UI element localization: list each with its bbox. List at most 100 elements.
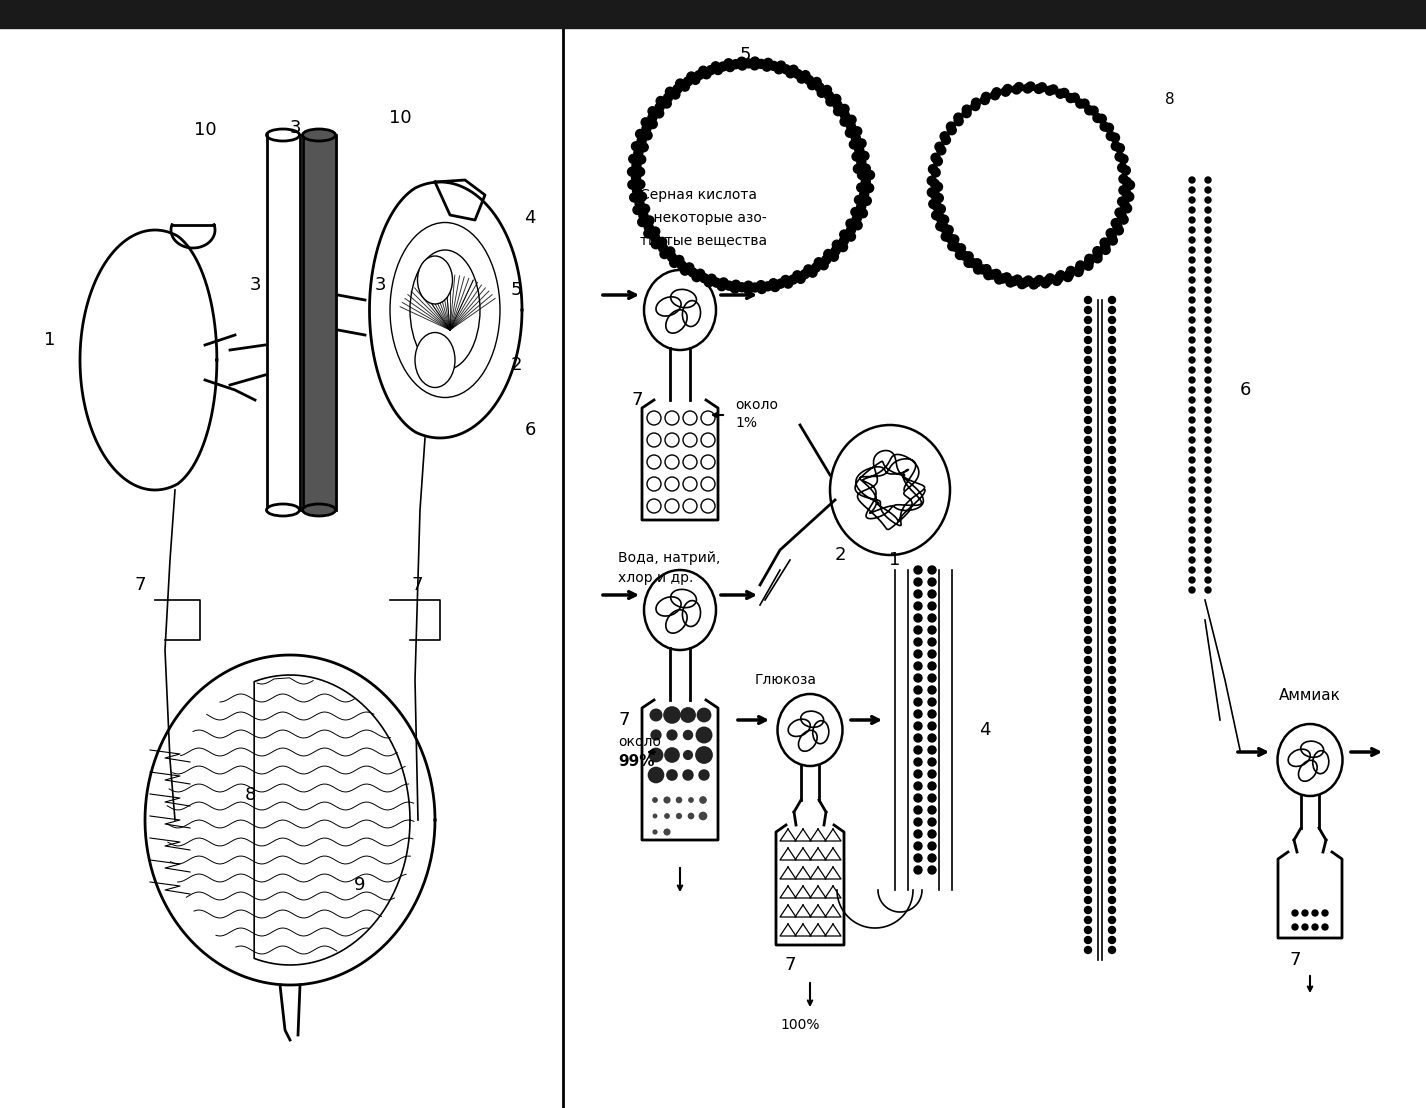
Text: 5: 5 [511, 281, 522, 299]
Circle shape [1085, 667, 1091, 674]
Circle shape [1189, 287, 1195, 293]
Circle shape [1085, 427, 1091, 433]
Text: 5: 5 [739, 47, 750, 64]
Circle shape [630, 193, 639, 202]
Circle shape [940, 215, 948, 224]
Circle shape [1085, 767, 1091, 773]
Circle shape [1108, 447, 1115, 453]
Circle shape [1205, 217, 1211, 223]
Circle shape [1205, 197, 1211, 203]
Circle shape [928, 818, 935, 825]
Circle shape [1085, 566, 1091, 574]
Circle shape [1108, 606, 1115, 614]
Circle shape [964, 258, 973, 267]
Circle shape [861, 164, 870, 173]
Circle shape [1099, 122, 1109, 131]
Circle shape [914, 733, 923, 742]
Circle shape [726, 62, 734, 72]
Circle shape [1055, 90, 1065, 99]
Circle shape [750, 61, 759, 70]
Circle shape [861, 177, 870, 186]
Circle shape [1052, 276, 1061, 286]
Text: и некоторые азо-: и некоторые азо- [640, 211, 767, 225]
Circle shape [666, 247, 674, 256]
Text: 7: 7 [632, 391, 643, 409]
Circle shape [640, 204, 650, 213]
Circle shape [653, 830, 657, 834]
Circle shape [1108, 526, 1115, 533]
Circle shape [1108, 747, 1115, 753]
Circle shape [699, 66, 707, 75]
Circle shape [645, 216, 655, 225]
Circle shape [757, 60, 766, 69]
Circle shape [636, 155, 646, 164]
Circle shape [676, 813, 682, 819]
Circle shape [1085, 926, 1091, 934]
Circle shape [853, 214, 861, 223]
Circle shape [1119, 215, 1128, 224]
Circle shape [1108, 876, 1115, 883]
Circle shape [941, 232, 950, 242]
Circle shape [914, 854, 923, 862]
Circle shape [1119, 155, 1128, 164]
Circle shape [928, 866, 935, 874]
Circle shape [635, 198, 645, 208]
Circle shape [781, 276, 790, 285]
Circle shape [1108, 906, 1115, 913]
Circle shape [1085, 466, 1091, 473]
Circle shape [1205, 397, 1211, 403]
Circle shape [992, 269, 1001, 278]
Circle shape [689, 797, 694, 803]
Circle shape [1189, 466, 1195, 473]
Circle shape [1111, 218, 1121, 227]
Circle shape [940, 224, 948, 233]
Circle shape [1101, 242, 1109, 250]
Circle shape [1205, 417, 1211, 423]
Circle shape [1189, 497, 1195, 503]
Circle shape [650, 227, 660, 236]
Circle shape [928, 578, 935, 586]
Circle shape [1108, 516, 1115, 523]
Circle shape [1085, 367, 1091, 373]
Circle shape [1115, 152, 1124, 161]
Circle shape [1108, 847, 1115, 853]
Circle shape [914, 710, 923, 718]
Circle shape [1205, 478, 1211, 483]
Circle shape [1108, 397, 1115, 403]
Circle shape [860, 189, 868, 198]
Circle shape [763, 281, 773, 290]
Ellipse shape [830, 425, 950, 555]
Circle shape [851, 207, 860, 216]
Circle shape [838, 243, 847, 252]
Circle shape [937, 205, 945, 214]
Circle shape [1099, 238, 1109, 247]
Circle shape [1189, 537, 1195, 543]
Circle shape [1189, 257, 1195, 263]
Circle shape [948, 242, 957, 250]
Circle shape [737, 283, 746, 291]
Circle shape [1205, 377, 1211, 383]
Circle shape [1189, 437, 1195, 443]
Text: 6: 6 [525, 421, 536, 439]
Circle shape [797, 74, 806, 83]
Circle shape [706, 65, 716, 74]
Circle shape [1189, 177, 1195, 183]
Circle shape [1018, 279, 1027, 289]
Circle shape [690, 75, 700, 84]
Circle shape [863, 196, 871, 205]
Circle shape [1189, 217, 1195, 223]
Text: около: около [734, 398, 779, 412]
Circle shape [928, 722, 935, 730]
Circle shape [1205, 466, 1211, 473]
Circle shape [1189, 417, 1195, 423]
Circle shape [840, 111, 850, 120]
Circle shape [784, 279, 793, 288]
Circle shape [1108, 646, 1115, 654]
Circle shape [928, 614, 935, 622]
Circle shape [940, 132, 950, 141]
Circle shape [809, 268, 817, 277]
Circle shape [1189, 277, 1195, 283]
Circle shape [1085, 337, 1091, 343]
Circle shape [998, 274, 1008, 283]
Circle shape [633, 205, 642, 215]
